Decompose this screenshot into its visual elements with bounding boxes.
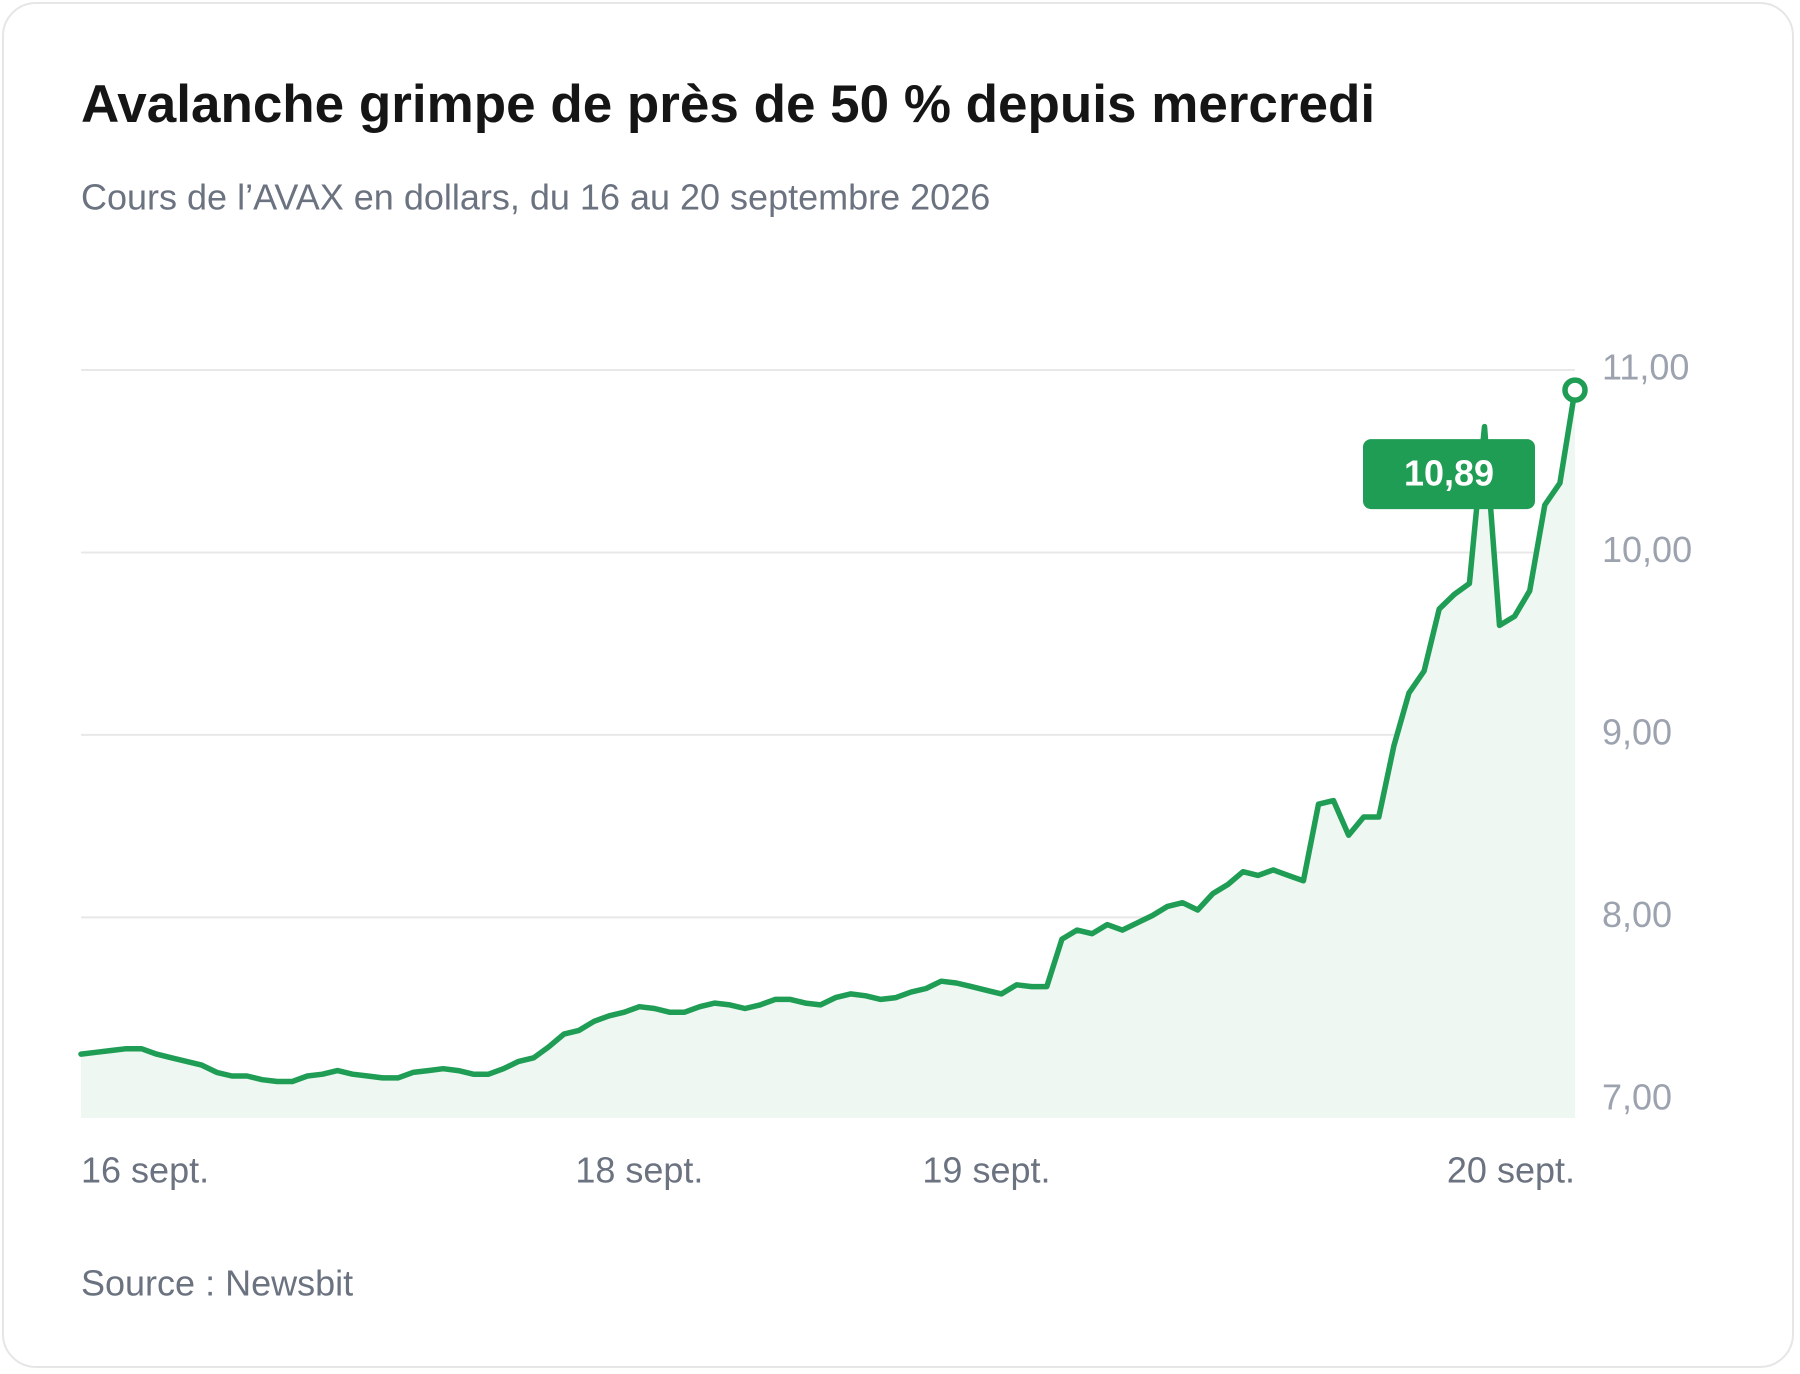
y-tick-label: 11,00 bbox=[1602, 347, 1689, 388]
x-tick-label: 20 sept. bbox=[1447, 1150, 1575, 1191]
area bbox=[81, 390, 1575, 1119]
line bbox=[78, 387, 1578, 1085]
value-label-box bbox=[1363, 439, 1535, 510]
value-label: 10,89 bbox=[1404, 453, 1494, 494]
chart-title: Avalanche grimpe de près de 50 % depuis … bbox=[81, 75, 1375, 134]
y-tick-label: 9,00 bbox=[1602, 711, 1672, 752]
source: Source : Newsbit bbox=[81, 1263, 353, 1304]
x-tick-label: 18 sept. bbox=[575, 1150, 703, 1191]
end-point bbox=[1562, 377, 1588, 403]
x-tick-label: 19 sept. bbox=[922, 1150, 1050, 1191]
y-tick-label: 8,00 bbox=[1602, 894, 1672, 935]
y-tick-label: 7,00 bbox=[1602, 1076, 1672, 1117]
chart-subtitle: Cours de l’AVAX en dollars, du 16 au 20 … bbox=[81, 177, 990, 218]
x-tick-label: 16 sept. bbox=[81, 1150, 209, 1191]
y-tick-label: 10,00 bbox=[1602, 529, 1692, 570]
